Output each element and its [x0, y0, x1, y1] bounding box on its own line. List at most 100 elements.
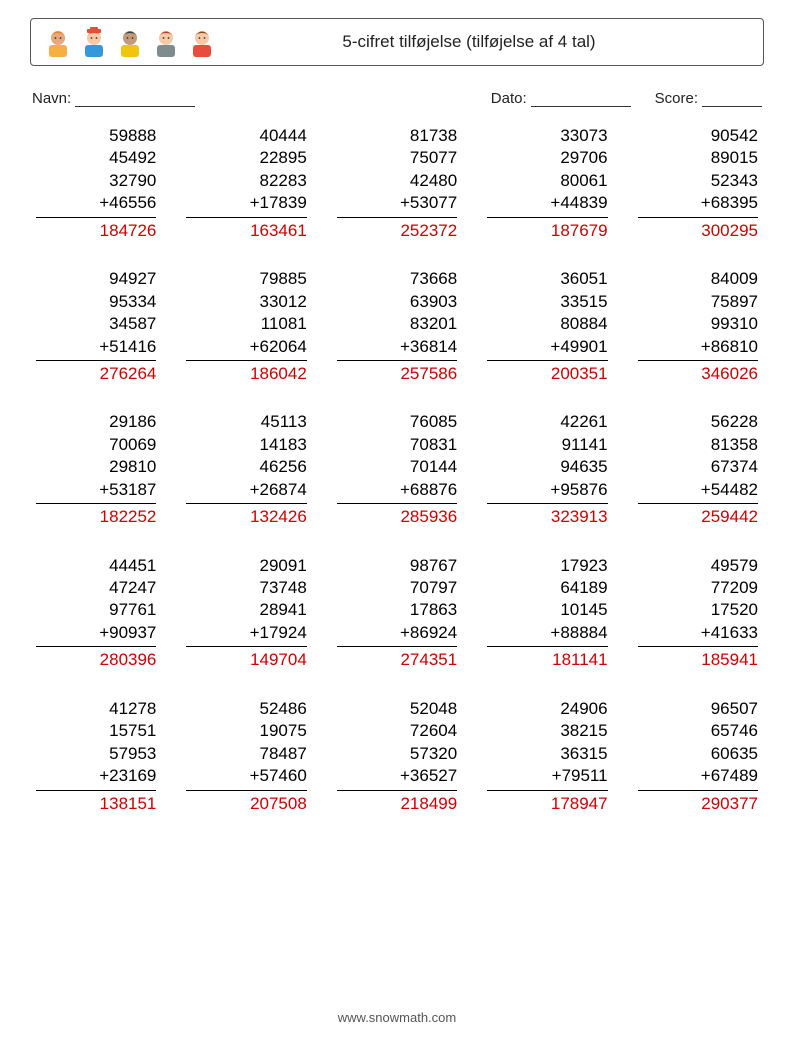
operand: 94635: [487, 456, 607, 478]
score-label: Score:: [655, 90, 698, 107]
operand-last: +26874: [186, 479, 306, 504]
avatar-icon: [79, 27, 109, 57]
avatar-icon: [151, 27, 181, 57]
date-blank[interactable]: [531, 92, 631, 107]
operand-last: +44839: [487, 192, 607, 217]
addition-problem: 760857083170144+68876285936: [337, 411, 457, 528]
addition-problem: 520487260457320+36527 218499: [337, 698, 457, 815]
answer: 274351: [337, 649, 457, 671]
operand: 81358: [638, 434, 758, 456]
operand-last: +62064: [186, 336, 306, 361]
answer: 280396: [36, 649, 156, 671]
operand: 64189: [487, 577, 607, 599]
addition-problem: 404442289582283+17839163461: [186, 125, 306, 242]
answer: 252372: [337, 220, 457, 242]
addition-problem: 360513351580884+49901200351: [487, 268, 607, 385]
answer: 300295: [638, 220, 758, 242]
answer: 138151: [36, 793, 156, 815]
operand-last: +86810: [638, 336, 758, 361]
addition-problem: 905428901552343+68395300295: [638, 125, 758, 242]
operand: 33073: [487, 125, 607, 147]
operand: 65746: [638, 720, 758, 742]
answer: 186042: [186, 363, 306, 385]
operand: 28941: [186, 599, 306, 621]
operand-last: +86924: [337, 622, 457, 647]
operand: 33012: [186, 291, 306, 313]
operand: 96507: [638, 698, 758, 720]
answer: 200351: [487, 363, 607, 385]
answer: 346026: [638, 363, 758, 385]
score-field: Score:: [655, 90, 762, 107]
addition-problem: 179236418910145+88884181141: [487, 555, 607, 672]
operand-last: +36527: [337, 765, 457, 790]
header-box: 5-cifret tilføjelse (tilføjelse af 4 tal…: [30, 18, 764, 66]
operand: 95334: [36, 291, 156, 313]
operand-last: +68876: [337, 479, 457, 504]
operand: 41278: [36, 698, 156, 720]
score-blank[interactable]: [702, 92, 762, 107]
operand-last: +53077: [337, 192, 457, 217]
operand: 82283: [186, 170, 306, 192]
operand: 40444: [186, 125, 306, 147]
operand: 77209: [638, 577, 758, 599]
operand-last: +54482: [638, 479, 758, 504]
operand: 78487: [186, 743, 306, 765]
operand: 29706: [487, 147, 607, 169]
operand: 29091: [186, 555, 306, 577]
operand: 73748: [186, 577, 306, 599]
operand: 98767: [337, 555, 457, 577]
answer: 323913: [487, 506, 607, 528]
addition-problem: 524861907578487+57460207508: [186, 698, 306, 815]
operand: 17520: [638, 599, 758, 621]
operand: 89015: [638, 147, 758, 169]
operand-last: +88884: [487, 622, 607, 647]
operand: 83201: [337, 313, 457, 335]
operand: 11081: [186, 313, 306, 335]
operand: 57953: [36, 743, 156, 765]
operand-last: +23169: [36, 765, 156, 790]
addition-problem: 249063821536315+79511178947: [487, 698, 607, 815]
answer: 185941: [638, 649, 758, 671]
operand: 44451: [36, 555, 156, 577]
answer: 132426: [186, 506, 306, 528]
answer: 149704: [186, 649, 306, 671]
addition-problem: 291867006929810+53187182252: [36, 411, 156, 528]
avatar-row: [43, 27, 217, 57]
name-blank[interactable]: [75, 92, 195, 107]
addition-problem: 495797720917520+41633185941: [638, 555, 758, 672]
operand: 36315: [487, 743, 607, 765]
answer: 163461: [186, 220, 306, 242]
operand: 52048: [337, 698, 457, 720]
addition-problem: 422619114194635+95876323913: [487, 411, 607, 528]
answer: 218499: [337, 793, 457, 815]
operand: 70144: [337, 456, 457, 478]
operand: 90542: [638, 125, 758, 147]
operand-last: +67489: [638, 765, 758, 790]
operand: 42480: [337, 170, 457, 192]
operand-last: +68395: [638, 192, 758, 217]
operand: 73668: [337, 268, 457, 290]
addition-problem: 290917374828941+17924149704: [186, 555, 306, 672]
operand: 70831: [337, 434, 457, 456]
answer: 276264: [36, 363, 156, 385]
worksheet-page: 5-cifret tilføjelse (tilføjelse af 4 tal…: [0, 0, 794, 1053]
operand: 10145: [487, 599, 607, 621]
operand-last: +79511: [487, 765, 607, 790]
operand: 57320: [337, 743, 457, 765]
operand: 29810: [36, 456, 156, 478]
operand: 56228: [638, 411, 758, 433]
addition-problem: 949279533434587+51416276264: [36, 268, 156, 385]
answer: 181141: [487, 649, 607, 671]
worksheet-title: 5-cifret tilføjelse (tilføjelse af 4 tal…: [217, 32, 751, 52]
operand: 38215: [487, 720, 607, 742]
operand: 91141: [487, 434, 607, 456]
operand: 72604: [337, 720, 457, 742]
addition-problem: 987677079717863+86924274351: [337, 555, 457, 672]
operand-last: +51416: [36, 336, 156, 361]
operand: 70797: [337, 577, 457, 599]
operand: 81738: [337, 125, 457, 147]
operand: 34587: [36, 313, 156, 335]
operand: 67374: [638, 456, 758, 478]
addition-problem: 817387507742480+53077252372: [337, 125, 457, 242]
operand: 99310: [638, 313, 758, 335]
